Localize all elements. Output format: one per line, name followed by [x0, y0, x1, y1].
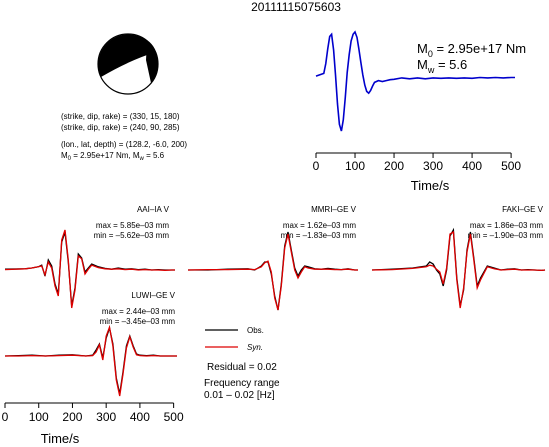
mw-value: = 5.6	[144, 151, 165, 160]
moment-line: M0 = 2.95e+17 Nm, Mw = 5.6	[61, 151, 165, 162]
nodal-plane-1: (strike, dip, rake) = (330, 15, 180)	[61, 112, 180, 121]
stf-m0-value: = 2.95e+17 Nm	[433, 41, 526, 56]
station-label: AAI–IA V	[137, 205, 170, 214]
beachball-compressional-sliver	[146, 41, 158, 83]
stf-x-axis: 0 100 200 300 400 500	[313, 152, 521, 173]
stf-m0-m: M	[417, 41, 428, 56]
stf-x-axis-label: Time/s	[411, 178, 450, 193]
source-location: (lon., lat, depth) = (128.2, -6.0, 200)	[61, 140, 187, 149]
stf-tick-label: 300	[423, 159, 443, 173]
amp-max: max = 2.44e–03 mm	[102, 307, 175, 316]
residual-label: Residual = 0.02	[207, 362, 277, 373]
waveform-panel-1: AAI–IA V max = 5.85e–03 mm min = –5.62e–…	[4, 205, 175, 309]
chart-title: 20111115075603	[251, 0, 341, 14]
station-label: MMRI–GE V	[311, 205, 357, 214]
stf-curve	[315, 30, 515, 132]
amp-max: max = 5.85e–03 mm	[96, 221, 169, 230]
amp-max: max = 1.62e–03 mm	[283, 221, 356, 230]
mw-sub: w	[139, 156, 145, 162]
bottom-tick-label: 300	[96, 410, 116, 424]
moment-sub: 0	[68, 156, 72, 162]
station-label: LUWI–GE V	[131, 291, 175, 300]
stf-m0-label: M0 = 2.95e+17 Nm	[417, 41, 526, 59]
frequency-range-label: Frequency range	[204, 378, 280, 389]
amp-max: max = 1.86e–03 mm	[470, 221, 543, 230]
bottom-x-axis: 0 100 200 300 400 500	[2, 402, 184, 424]
bottom-tick-label: 0	[2, 410, 9, 424]
stf-tick-label: 400	[462, 159, 482, 173]
frequency-range-values: 0.01 – 0.02 [Hz]	[204, 390, 275, 401]
stf-mw-m: M	[417, 57, 428, 72]
moment-value: = 2.95e+17 Nm, M	[71, 151, 140, 160]
stf-tick-label: 500	[501, 159, 521, 173]
moment-m: M	[61, 151, 68, 160]
legend-syn-label: Syn.	[247, 343, 263, 352]
stf-tick-label: 100	[345, 159, 365, 173]
stf-m0-sub: 0	[428, 49, 433, 59]
stf-tick-label: 0	[313, 159, 320, 173]
amp-min: min = –1.83e–03 mm	[281, 231, 357, 240]
amp-min: min = –5.62e–03 mm	[94, 231, 170, 240]
stf-panel: M0 = 2.95e+17 Nm Mw = 5.6 0 100 200 300 400 5…	[313, 30, 526, 193]
observed-waveform	[188, 231, 358, 311]
observed-waveform	[4, 325, 177, 395]
nodal-plane-2: (strike, dip, rake) = (240, 90, 285)	[61, 123, 180, 132]
bottom-x-axis-label: Time/s	[41, 431, 80, 446]
synthetic-waveform	[371, 230, 546, 309]
bottom-tick-label: 100	[29, 410, 49, 424]
bottom-tick-label: 400	[130, 410, 150, 424]
focal-mechanism-info: (strike, dip, rake) = (330, 15, 180) (st…	[61, 112, 187, 162]
beachball-compressional-quadrant	[98, 34, 156, 77]
stf-mw-value: = 5.6	[434, 57, 467, 72]
synthetic-waveform	[5, 324, 177, 397]
beachball	[97, 33, 159, 95]
waveform-panel-4: LUWI–GE V max = 2.44e–03 mm min = –3.45e…	[4, 291, 177, 397]
station-label: FAKI–GE V	[502, 205, 544, 214]
amp-min: min = –3.45e–03 mm	[100, 317, 176, 326]
bottom-tick-label: 500	[164, 410, 184, 424]
stf-mw-label: Mw = 5.6	[417, 57, 467, 75]
waveform-panel-2: MMRI–GE V max = 1.62e–03 mm min = –1.83e…	[187, 205, 358, 311]
waveform-panels: AAI–IA V max = 5.85e–03 mm min = –5.62e–…	[4, 205, 546, 397]
legend: Obs. Syn. Residual = 0.02 Frequency rang…	[204, 326, 280, 401]
bottom-tick-label: 200	[62, 410, 82, 424]
waveform-panel-3: FAKI–GE V max = 1.86e–03 mm min = –1.90e…	[371, 205, 546, 309]
amp-min: min = –1.90e–03 mm	[468, 231, 544, 240]
legend-obs-label: Obs.	[247, 326, 264, 335]
stf-tick-label: 200	[384, 159, 404, 173]
stf-mw-sub: w	[427, 65, 435, 75]
synthetic-waveform	[4, 229, 175, 309]
synthetic-waveform	[187, 233, 358, 311]
